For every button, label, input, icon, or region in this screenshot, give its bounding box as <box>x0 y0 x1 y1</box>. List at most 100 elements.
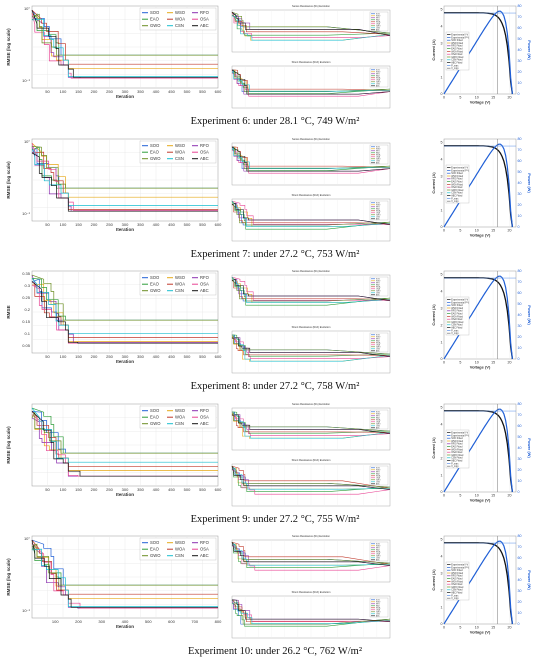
resistance-series-line <box>231 277 391 306</box>
iv-legend-label: OSA Fitted <box>451 451 463 454</box>
legend-label: GWO <box>376 612 381 614</box>
legend-label: WOA <box>376 21 381 24</box>
power-tick: 30 <box>518 192 522 196</box>
legend-label: OSA <box>200 149 209 154</box>
rmse-y-tick: 0.15 <box>22 319 31 324</box>
rmse-x-tick: 100 <box>60 89 67 94</box>
legend-label: WSO <box>376 469 381 471</box>
legend-label: RFO <box>376 548 380 550</box>
legend-label: WSO <box>376 204 381 206</box>
legend-label: SOO <box>376 146 381 148</box>
legend-label: SOO <box>376 600 381 602</box>
power-tick: 50 <box>518 170 522 174</box>
iv-legend-label: V_mpp <box>451 466 459 468</box>
legend-label: WOA <box>376 153 381 156</box>
iv-legend-label: CSN Fitted <box>451 191 463 194</box>
legend-label: RFO <box>200 143 210 148</box>
voltage-tick: 5 <box>459 96 461 100</box>
iv-legend-label: Experimental P-V <box>451 566 469 569</box>
voltage-tick: 20 <box>507 493 511 497</box>
legend-label: ABC <box>200 23 209 28</box>
iv-ylabel: Current (A) <box>431 569 436 591</box>
iv-legend-label: WSO Fitted <box>451 307 464 310</box>
current-tick: 3 <box>441 41 443 45</box>
legend-label: RFO <box>376 339 380 341</box>
rmse-series-line <box>31 407 218 463</box>
rmse-chart: 50 100 150 200 250 300 350 400 450 500 550 600 10° 10… <box>6 138 222 232</box>
current-tick: 5 <box>441 273 443 277</box>
rmse-series-line <box>31 413 218 477</box>
legend-label: RFO <box>376 150 380 152</box>
legend-label: GWO <box>376 423 381 425</box>
experiment-panels: 50 100 150 200 250 300 350 400 450 500 550 600Itera… <box>6 402 532 506</box>
resistance-series-line <box>231 599 391 625</box>
iv-xlabel: Voltage (V) <box>470 630 491 635</box>
legend-label: OSA <box>376 476 381 479</box>
voltage-tick: 0 <box>443 626 445 630</box>
resistance-series-line <box>231 542 391 566</box>
rmse-series-line <box>31 543 218 586</box>
power-tick: 20 <box>518 70 522 74</box>
legend-label: WSO <box>376 413 381 415</box>
legend-label: SOO <box>376 544 381 546</box>
legend-label: CSN <box>376 349 380 351</box>
iv-legend-label: EAO Fitted <box>451 180 463 183</box>
iv-xlabel: Voltage (V) <box>470 100 491 105</box>
legend-label: RFO <box>376 471 380 473</box>
resistance-series-line <box>231 411 391 438</box>
legend-label: CSN <box>376 84 380 86</box>
resistance-series-line <box>231 280 391 302</box>
legend-label: EAO <box>376 19 380 22</box>
rmse-xlabel: Iteration <box>116 94 134 99</box>
rmse-series-line <box>31 146 218 189</box>
resistance-series-line <box>231 414 391 433</box>
voltage-tick: 10 <box>475 228 479 232</box>
legend-label: CSN <box>376 425 380 427</box>
legend-label: GWO <box>376 158 381 160</box>
iv-legend-label: CSN Fitted <box>451 456 463 459</box>
rmse-x-tick: 250 <box>106 487 113 492</box>
rmse-x-tick: 550 <box>199 487 206 492</box>
power-tick: 80 <box>518 534 522 538</box>
rmse-y-tick: 0.1 <box>24 331 30 336</box>
rmse-x-tick: 500 <box>184 354 191 359</box>
iv-legend-label: RFO Fitted <box>451 310 463 313</box>
rmse-x-tick: 700 <box>191 619 198 624</box>
voltage-tick: 10 <box>475 626 479 630</box>
rmse-y-tick: 0.2 <box>24 307 30 312</box>
iv-legend-label: GWO Fitted <box>451 586 464 589</box>
iv-legend-label: V_mpp <box>451 201 459 203</box>
experiment-panels: 50 100 150 200 250 300 350 400 450 500 550 6000.350… <box>6 269 532 374</box>
current-tick: 0 <box>441 490 443 494</box>
rmse-y-tick: 10⁻¹ <box>22 78 31 83</box>
legend-label: ABC <box>376 615 380 618</box>
current-tick: 4 <box>441 157 443 161</box>
resistance-series-line <box>231 541 391 564</box>
legend-label: WSO <box>376 148 381 150</box>
rmse-x-tick: 550 <box>199 89 206 94</box>
legend-label: ABC <box>376 294 380 297</box>
voltage-tick: 20 <box>507 228 511 232</box>
current-tick: 1 <box>441 473 443 477</box>
legend-label: SOO <box>376 14 381 16</box>
resistance-series-line <box>231 465 391 490</box>
iv-legend-label: Experimental P-V <box>451 169 469 172</box>
rmse-series-line <box>31 18 218 77</box>
power-tick: 10 <box>518 479 522 483</box>
resistance-series-line <box>231 69 391 92</box>
legend-label: GWO <box>150 421 161 426</box>
legend-label: EAO <box>150 17 160 22</box>
rmse-chart: 50 100 150 200 250 300 350 400 450 500 550 600 0.35 0… <box>6 270 222 364</box>
current-tick: 3 <box>441 174 443 178</box>
rmse-x-tick: 300 <box>122 222 129 227</box>
legend-label: ABC <box>376 85 380 88</box>
resistance-series-line <box>231 69 391 92</box>
pv-curve <box>443 143 513 227</box>
iv-legend-label: ABC Fitted <box>451 62 463 65</box>
resistance-series-line <box>231 69 391 95</box>
resistance-series-line <box>231 543 391 566</box>
